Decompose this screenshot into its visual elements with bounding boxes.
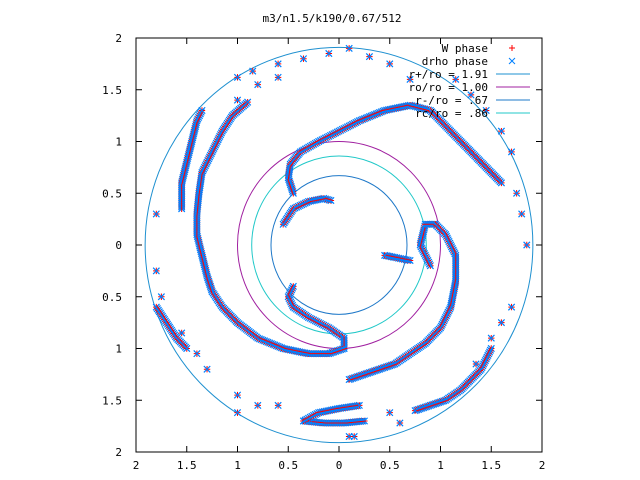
drho-phase-point [523,241,531,249]
drho-phase-point [183,344,191,353]
drho-phase-point [193,350,201,358]
drho-phase-point [467,91,475,99]
drho-phase-point [157,293,165,301]
x-tick-label: 1 [437,459,444,472]
drho-phase-point [411,406,419,415]
x-tick-label: 1 [234,459,241,472]
drho-phase-point [452,75,460,84]
drho-phase-point [507,148,516,156]
legend-label: W phase [442,42,488,55]
x-tick-label: 2 [133,459,140,472]
circle-r-0 [144,46,534,444]
chart-title: m3/n1.5/k190/0.67/512 [262,12,401,25]
drho-phase-point [355,401,363,410]
drho-phase-point [244,98,252,106]
x-tick-label: 0.5 [278,459,298,472]
data-points [152,44,531,441]
drho-phase-point [254,80,262,89]
drho-phase-point [249,67,257,75]
radius-circles [144,46,534,444]
drho-phase-point [482,106,490,115]
drho-phase-point [274,73,282,81]
drho-phase-point [345,44,353,52]
drho-phase-point [381,251,389,259]
drho-phase-point [198,106,206,115]
y-tick-label: 0.5 [102,291,122,304]
drho-phase-point [233,409,242,417]
x-tick-label: 2 [539,459,546,472]
drho-phase-point [518,210,526,218]
drho-phase-point [325,49,333,58]
legend-label: r+/ro = 1.91 [409,68,488,81]
y-tick-label: 0.5 [102,187,122,200]
x-tick-label: 1.5 [177,459,197,472]
y-tick-label: 1.5 [102,394,122,407]
drho-phase-point [152,267,160,275]
drho-phase-point [274,401,282,410]
drho-phase-point [254,401,262,410]
drho-phase-point [152,210,160,218]
drho-phase-point [233,391,242,399]
drho-phase-point [178,329,186,337]
drho-phase-point [497,179,506,187]
circle-r-2 [270,175,408,315]
legend-label: ro/ro = 1.00 [409,81,488,94]
x-tick-label: 0.5 [380,459,400,472]
drho-phase-point [233,73,242,81]
drho-phase-point [203,365,211,373]
circle-r-1 [237,141,441,349]
legend-label: r-/ro = .67 [415,94,488,107]
circle-r-3 [251,155,427,335]
drho-phase-point [345,375,353,384]
y-tick-label: 2 [115,446,122,459]
y-tick-label: 1 [115,136,122,149]
drho-phase-point [396,419,404,427]
drho-phase-point [487,334,495,342]
legend-label: drho phase [422,55,488,68]
y-tick-label: 1 [115,343,122,356]
drho-phase-point [472,360,480,368]
drho-phase-point [513,189,521,197]
x-tick-labels: 2 1.5 1 0.5 0 0.5 1 1.5 2 [133,459,546,472]
drho-phase-point [279,220,287,228]
legend-symbol-plus [509,45,515,51]
drho-phase-point [497,127,506,135]
axis-ticks [135,37,543,453]
x-tick-label: 0 [336,459,343,472]
drho-phase-point [406,75,414,84]
drho-phase-point [365,53,374,61]
drho-phase-point [507,303,516,311]
drho-phase-point [386,60,394,68]
drho-phase-point [345,432,353,441]
legend-symbol-cross [508,57,516,65]
drho-phase-point [233,96,242,104]
y-tick-label: 2 [115,32,122,45]
drho-phase-point [299,55,308,63]
x-tick-label: 1.5 [481,459,501,472]
legend-label: rc/ro = .86 [415,107,488,120]
drho-phase-point [497,319,506,327]
y-tick-label: 0 [115,239,122,252]
drho-phase-point [386,409,394,417]
drho-phase-point [274,60,282,68]
y-tick-labels: 2 1.5 1 0.5 0 0.5 1 1.5 2 [102,32,122,459]
y-tick-label: 1.5 [102,84,122,97]
